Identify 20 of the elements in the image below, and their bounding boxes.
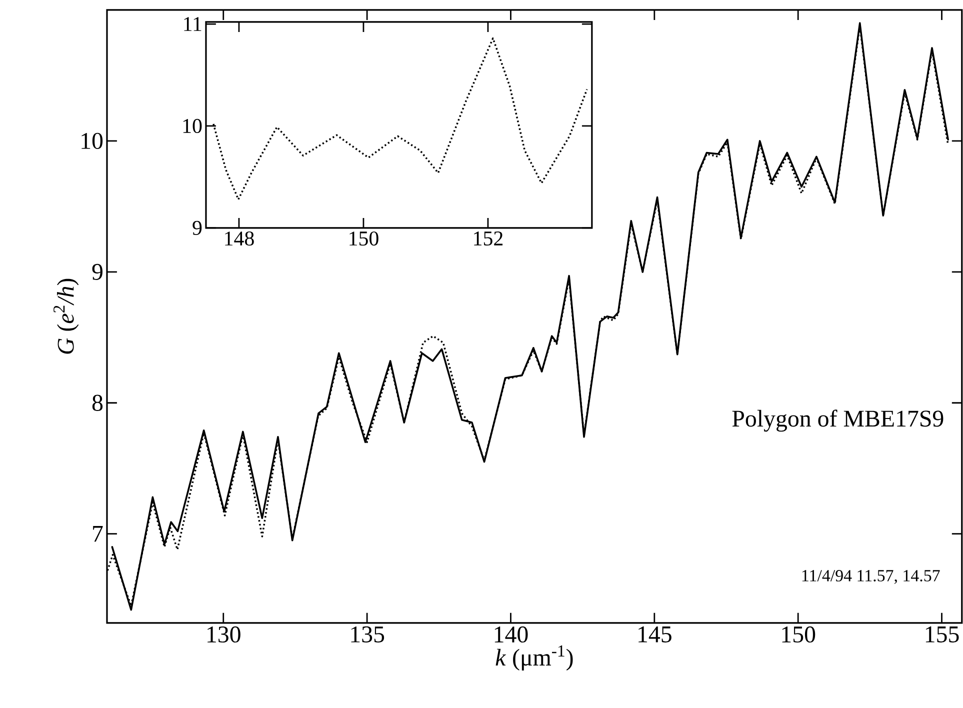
y-tick-label: 9 xyxy=(92,264,102,280)
x-axis-title: k (μm$^{-1}$) xyxy=(496,645,573,671)
y-tick-label: 10 xyxy=(183,118,202,134)
y-tick-label: 11 xyxy=(184,17,202,31)
annotation: Polygon of MBE17S9 xyxy=(732,410,944,432)
x-tick-label: 155 xyxy=(926,626,959,642)
y-axis-title: G (e$^{2}$/h) xyxy=(54,278,79,354)
x-tick-label: 152 xyxy=(474,232,503,246)
y-tick-label: 9 xyxy=(192,220,202,236)
y-tick-label: 8 xyxy=(92,394,103,411)
x-tick-label: 130 xyxy=(208,626,240,643)
x-tick-label: 145 xyxy=(638,626,672,642)
x-tick-label: 150 xyxy=(782,626,816,643)
annotation: 11/4/94 11.57, 14.57 xyxy=(802,570,940,584)
x-tick-label: 135 xyxy=(351,626,384,643)
y-tick-label: 7 xyxy=(93,526,103,542)
y-tick-label: 10 xyxy=(82,132,103,150)
x-tick-label: 148 xyxy=(225,232,254,246)
x-tick-label: 140 xyxy=(494,626,528,643)
x-tick-label: 150 xyxy=(350,232,378,246)
